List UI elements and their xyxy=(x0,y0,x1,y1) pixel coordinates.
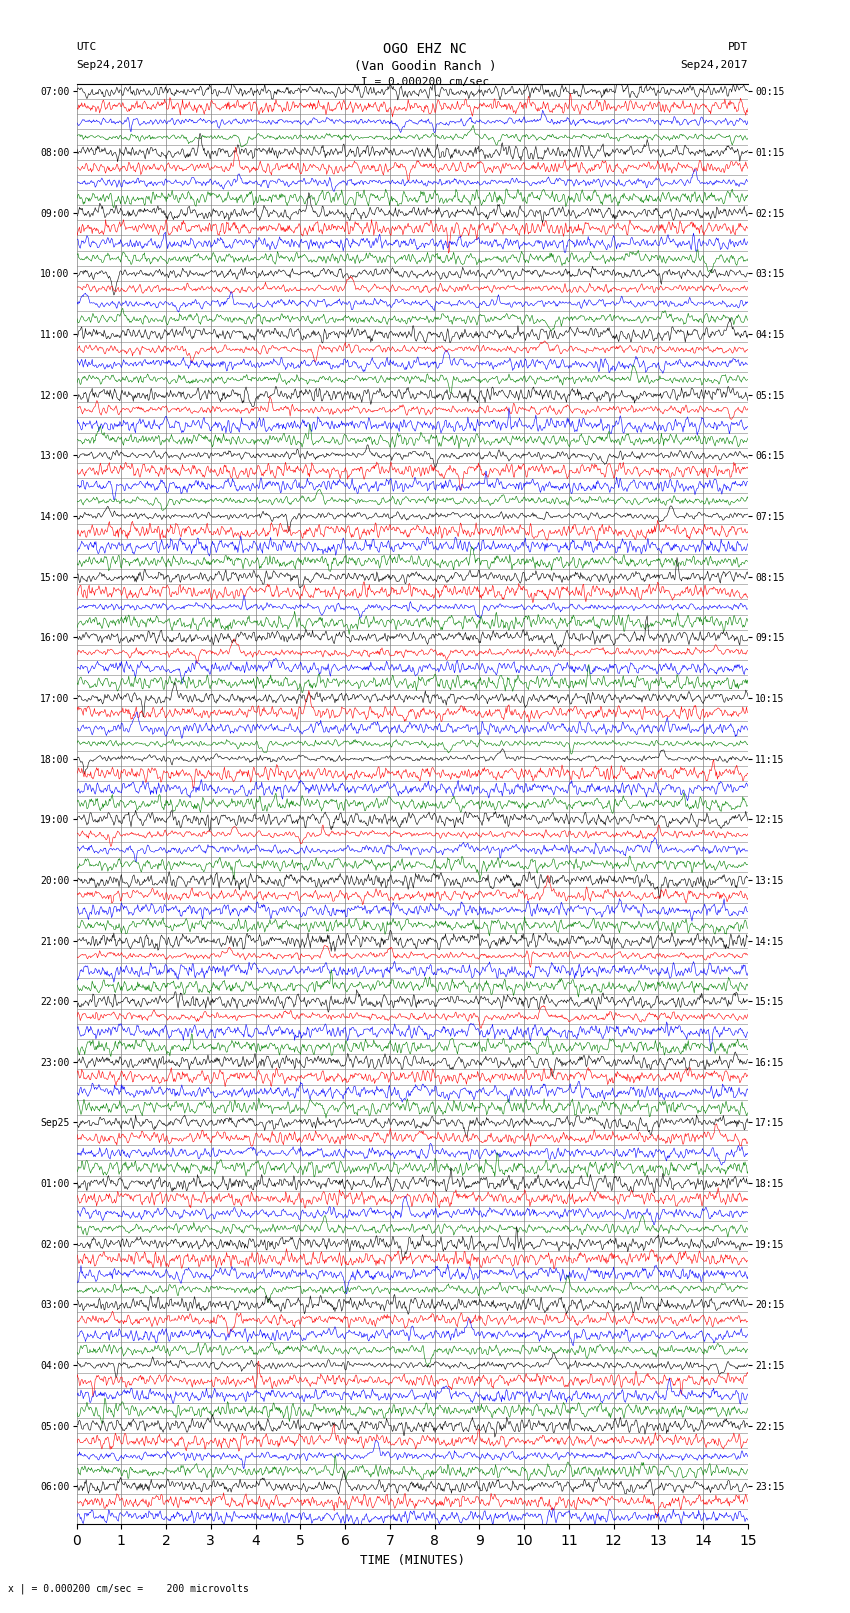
Text: I = 0.000200 cm/sec: I = 0.000200 cm/sec xyxy=(361,77,489,87)
Text: OGO EHZ NC: OGO EHZ NC xyxy=(383,42,467,56)
Text: PDT: PDT xyxy=(728,42,748,52)
Text: Sep24,2017: Sep24,2017 xyxy=(76,60,144,69)
Text: Sep24,2017: Sep24,2017 xyxy=(681,60,748,69)
X-axis label: TIME (MINUTES): TIME (MINUTES) xyxy=(360,1553,465,1566)
Text: (Van Goodin Ranch ): (Van Goodin Ranch ) xyxy=(354,60,496,73)
Text: x | = 0.000200 cm/sec =    200 microvolts: x | = 0.000200 cm/sec = 200 microvolts xyxy=(8,1582,249,1594)
Text: UTC: UTC xyxy=(76,42,97,52)
